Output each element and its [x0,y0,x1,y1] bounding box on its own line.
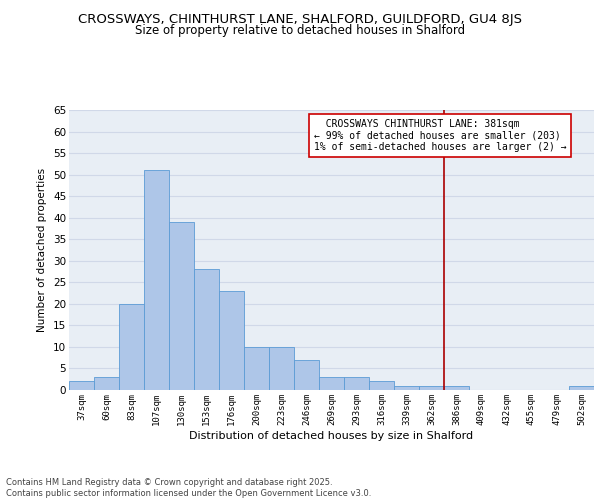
Bar [394,386,419,390]
X-axis label: Distribution of detached houses by size in Shalford: Distribution of detached houses by size … [190,430,473,440]
Text: Contains HM Land Registry data © Crown copyright and database right 2025.
Contai: Contains HM Land Registry data © Crown c… [6,478,371,498]
Bar [194,270,219,390]
Y-axis label: Number of detached properties: Number of detached properties [37,168,47,332]
Bar [244,347,269,390]
Bar [419,386,444,390]
Bar [294,360,319,390]
Text: Size of property relative to detached houses in Shalford: Size of property relative to detached ho… [135,24,465,37]
Bar [569,386,594,390]
Bar [444,386,469,390]
Text: CROSSWAYS, CHINTHURST LANE, SHALFORD, GUILDFORD, GU4 8JS: CROSSWAYS, CHINTHURST LANE, SHALFORD, GU… [78,12,522,26]
Bar [94,377,119,390]
Bar [69,382,94,390]
Bar [344,377,369,390]
Bar [319,377,344,390]
Bar [219,291,244,390]
Bar [369,382,394,390]
Bar [269,347,294,390]
Bar [119,304,144,390]
Text: CROSSWAYS CHINTHURST LANE: 381sqm
← 99% of detached houses are smaller (203)
1% : CROSSWAYS CHINTHURST LANE: 381sqm ← 99% … [314,118,566,152]
Bar [144,170,169,390]
Bar [169,222,194,390]
